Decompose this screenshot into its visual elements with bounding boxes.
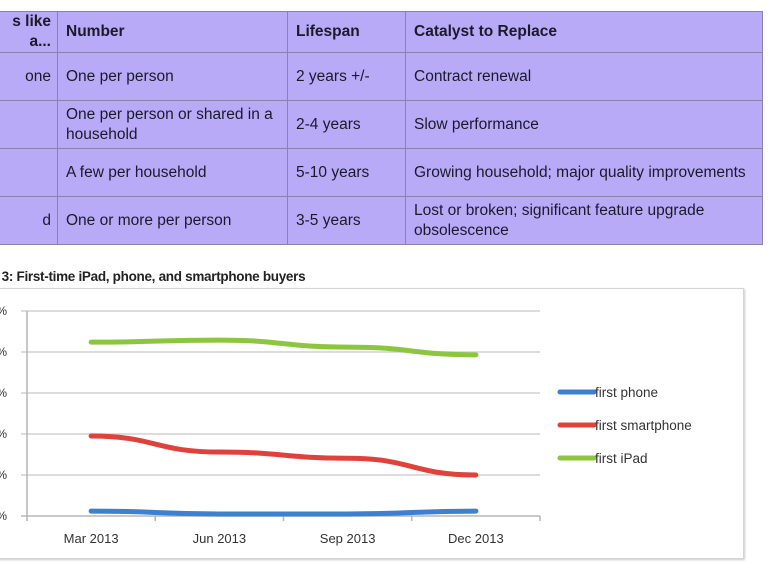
header-device: s like a... [0,11,58,53]
cell-lifespan: 5-10 years [287,148,406,197]
cell-catalyst: Growing household; major quality improve… [405,148,763,197]
chart-title: t 3: First-time iPad, phone, and smartph… [0,269,306,284]
y-tick-label: 30% [0,386,7,400]
cell-number: One or more per person [57,196,288,245]
cell-number: One per person or shared in a household [57,100,288,149]
cell-catalyst: Lost or broken; significant feature upgr… [405,196,763,245]
legend-label: first smartphone [595,418,692,433]
x-tick-label: Mar 2013 [64,531,119,546]
table-row: A few per household 5-10 years Growing h… [0,148,763,197]
cell-device [0,148,58,197]
header-lifespan: Lifespan [287,11,406,53]
y-tick-label: 20% [0,427,7,441]
cell-number: One per person [57,52,288,101]
cell-lifespan: 3-5 years [287,196,406,245]
y-tick-label: 50% [0,304,7,318]
y-tick-label: 0% [0,509,7,523]
y-tick-label: 40% [0,345,7,359]
x-tick-label: Dec 2013 [448,531,504,546]
legend-label: first iPad [595,451,648,466]
device-comparison-table: s like a... Number Lifespan Catalyst to … [0,11,763,245]
series-line-first-ipad [88,337,479,358]
legend-label: first phone [595,385,658,400]
x-tick-label: Sep 2013 [320,531,376,546]
table-row: One per person or shared in a household … [0,100,763,149]
chart-frame [0,288,744,559]
table-row: d One or more per person 3-5 years Lost … [0,196,763,245]
series-line-first-smartphone [88,433,479,478]
header-catalyst: Catalyst to Replace [405,11,763,53]
x-tick-label: Jun 2013 [193,531,247,546]
cell-catalyst: Slow performance [405,100,763,149]
cell-device [0,100,58,149]
series-line-first-phone [88,508,479,517]
cell-number: A few per household [57,148,288,197]
y-tick-label: 10% [0,468,7,482]
cell-lifespan: 2-4 years [287,100,406,149]
